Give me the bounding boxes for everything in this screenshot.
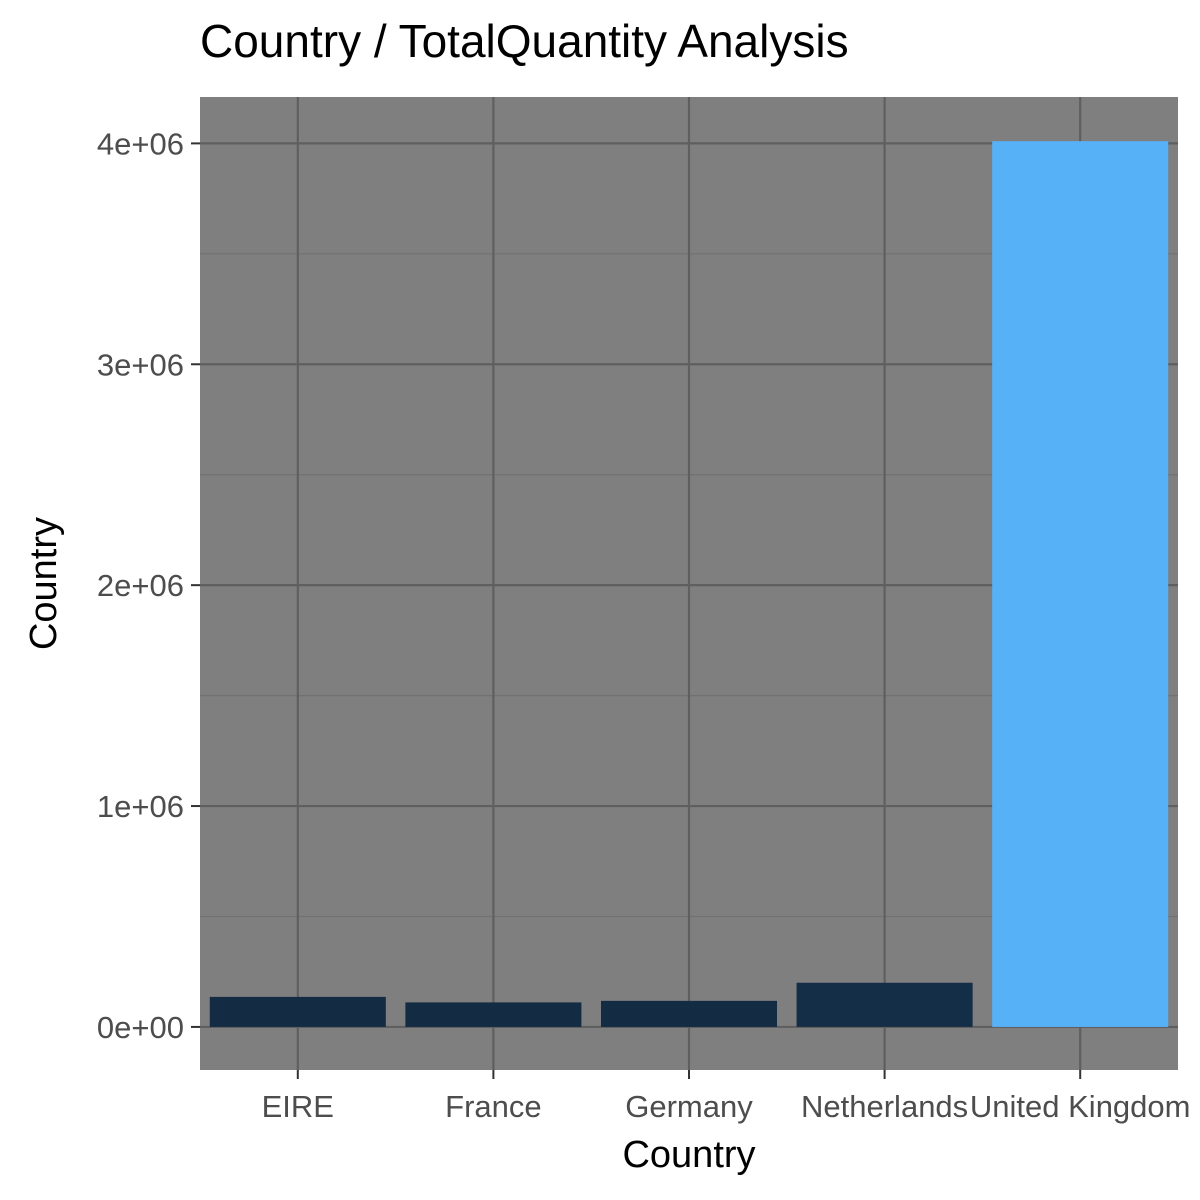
bars [209, 141, 1169, 1027]
y-tick-label: 1e+06 [97, 789, 184, 824]
y-tick-label: 0e+00 [97, 1010, 184, 1045]
x-tick-label: Germany [625, 1089, 753, 1124]
bar-france [405, 1002, 582, 1027]
x-tick-label: United Kingdom [970, 1089, 1191, 1124]
bar-eire [209, 996, 386, 1027]
y-tick-label: 4e+06 [97, 126, 184, 161]
y-tick-label: 2e+06 [97, 568, 184, 603]
x-tick-label: EIRE [262, 1089, 334, 1124]
bar-germany [600, 1000, 778, 1027]
x-tick-label: France [445, 1089, 541, 1124]
chart-title: Country / TotalQuantity Analysis [200, 15, 849, 67]
y-axis-title: Country [23, 517, 65, 650]
bar-united-kingdom [992, 141, 1169, 1027]
bar-netherlands [796, 982, 973, 1027]
y-tick-label: 3e+06 [97, 347, 184, 382]
y-axis: 0e+00 1e+06 2e+06 3e+06 4e+06 [97, 126, 200, 1045]
x-axis: EIRE France Germany Netherlands United Kingd… [262, 1070, 1191, 1124]
x-tick-label: Netherlands [801, 1089, 968, 1124]
x-axis-title: Country [622, 1134, 755, 1176]
